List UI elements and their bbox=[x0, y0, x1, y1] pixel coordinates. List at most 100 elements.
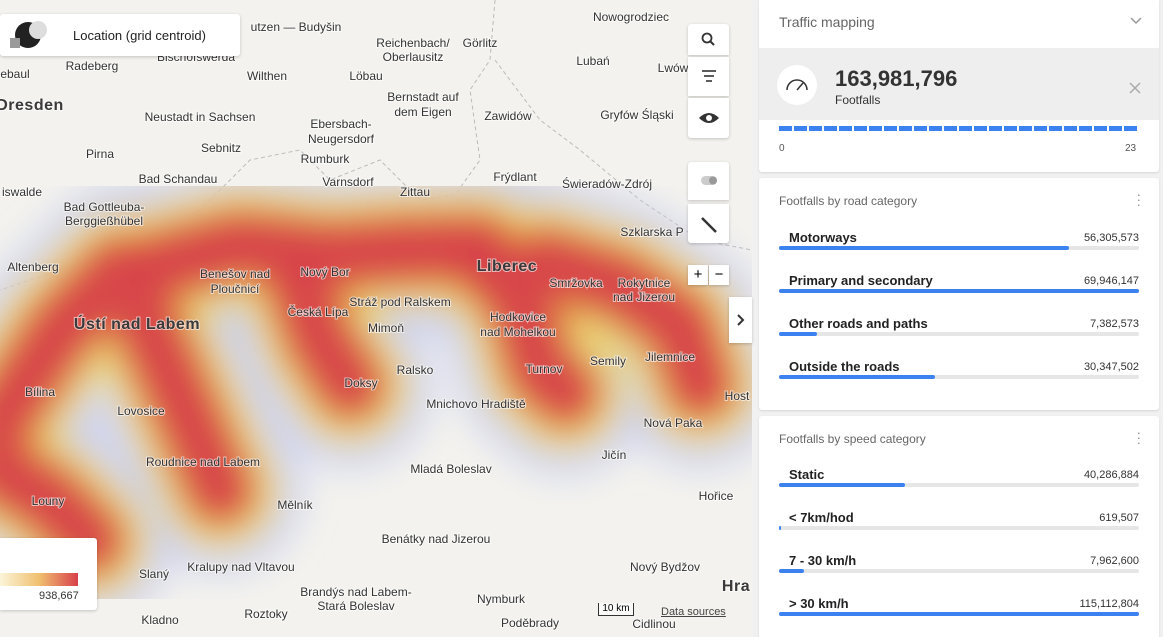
bar-track bbox=[779, 375, 1139, 379]
bar-track bbox=[779, 569, 1139, 573]
place-label: Neustadt in Sachsen bbox=[145, 110, 256, 124]
place-label: Česká Lípa bbox=[288, 304, 349, 319]
category-value: 115,112,804 bbox=[1079, 598, 1139, 610]
category-name: Primary and secondary bbox=[789, 273, 933, 288]
borders bbox=[0, 0, 752, 291]
filter-button[interactable] bbox=[688, 57, 729, 96]
category-value: 69,946,147 bbox=[1083, 275, 1139, 287]
category-name: Motorways bbox=[789, 230, 857, 245]
toggle-button[interactable] bbox=[688, 162, 729, 200]
place-label: Benátky nad Jizerou bbox=[382, 532, 491, 546]
place-label: Nová Paka bbox=[644, 416, 703, 430]
close-icon[interactable] bbox=[1129, 82, 1141, 94]
bar-track bbox=[779, 246, 1139, 250]
place-label: Reichenbach/ bbox=[376, 36, 450, 50]
place-label: Nový Bydžov bbox=[630, 560, 700, 574]
place-label: Ralsko bbox=[397, 363, 434, 377]
bar bbox=[779, 246, 1069, 250]
place-label: Slaný bbox=[139, 567, 169, 581]
ruler-button[interactable] bbox=[688, 204, 729, 243]
place-label: Oberlausitz bbox=[383, 50, 444, 64]
place-label: Lubań bbox=[576, 54, 609, 68]
collapse-button[interactable] bbox=[729, 297, 752, 343]
place-label: Neugersdorf bbox=[308, 132, 375, 146]
place-label: dem Eigen bbox=[394, 105, 451, 119]
road-category-card: Footfalls by road category · · · Motorways 56… bbox=[759, 178, 1159, 410]
expand-icon[interactable] bbox=[1129, 15, 1143, 27]
map-canvas: utzen — Budyšin Nowogrodziec ebaul Radeberg… bbox=[0, 0, 752, 632]
legend: 938,667 bbox=[0, 538, 97, 610]
scale-bar: 10 km bbox=[598, 603, 634, 616]
zoom-out[interactable]: − bbox=[709, 265, 729, 285]
bar bbox=[779, 332, 817, 336]
zoom-in[interactable]: + bbox=[688, 265, 708, 285]
place-label: Frýdlant bbox=[493, 170, 537, 184]
place-label: Świeradów-Zdrój bbox=[562, 176, 652, 191]
total-block: 163,981,796 Footfalls bbox=[759, 48, 1159, 120]
category-name: Other roads and paths bbox=[789, 316, 928, 331]
place-label: Zittau bbox=[400, 185, 430, 199]
place-label: Liberec bbox=[477, 258, 537, 275]
heatmap bbox=[0, 160, 752, 625]
location-card[interactable]: Location (grid centroid) bbox=[0, 14, 240, 56]
heat-band bbox=[130, 215, 510, 295]
place-label: Stará Boleslav bbox=[317, 599, 394, 613]
place-label: Altenberg bbox=[7, 260, 58, 274]
place-label: Lwów bbox=[658, 61, 689, 75]
place-label: nad Mohelkou bbox=[480, 325, 555, 339]
legend-max: 938,667 bbox=[39, 590, 79, 602]
place-label: Dresden bbox=[0, 97, 64, 114]
map[interactable]: utzen — Budyšin Nowogrodziec ebaul Radeberg… bbox=[0, 0, 752, 637]
place-label: Hodkovice bbox=[490, 310, 546, 324]
bar-track bbox=[779, 483, 1139, 487]
visibility-button[interactable] bbox=[688, 98, 729, 138]
place-label: Bílina bbox=[25, 385, 55, 399]
place-label: Zawidów bbox=[484, 109, 532, 123]
place-label: Mnichovo Hradiště bbox=[426, 397, 526, 411]
place-label: Gryfów Śląski bbox=[600, 107, 673, 122]
bar bbox=[779, 569, 804, 573]
category-name: Static bbox=[789, 467, 825, 482]
heat-band bbox=[455, 232, 595, 422]
place-label: Benešov nad bbox=[200, 267, 270, 281]
place-label: Hra bbox=[722, 578, 750, 595]
place-label: Bad Gottleuba- bbox=[64, 200, 145, 214]
attribution-link[interactable]: Data sources bbox=[661, 606, 726, 618]
place-label: Doksy bbox=[344, 376, 377, 390]
toggle-icon bbox=[701, 176, 717, 185]
hour-axis-end: 23 bbox=[1125, 143, 1137, 154]
place-label: Ploučnicí bbox=[211, 282, 260, 296]
place-label: Smržovka bbox=[549, 276, 603, 290]
place-label: Bad Schandau bbox=[139, 172, 218, 186]
place-label: Stráž pod Ralskem bbox=[349, 295, 450, 309]
bar-track bbox=[779, 289, 1139, 293]
place-label: Jičín bbox=[602, 448, 627, 462]
place-label: iswalde bbox=[2, 185, 42, 199]
place-label: Mělník bbox=[277, 498, 313, 512]
location-title: Location (grid centroid) bbox=[73, 28, 206, 43]
place-label: Lovosice bbox=[117, 404, 165, 418]
card-menu[interactable]: · · · bbox=[1136, 187, 1141, 212]
card-menu[interactable]: · · · bbox=[1136, 425, 1141, 450]
category-value: 56,305,573 bbox=[1083, 232, 1139, 244]
place-label: Jilemnice bbox=[645, 350, 695, 364]
place-label: Hořice bbox=[699, 489, 734, 503]
panel-title: Traffic mapping bbox=[779, 14, 875, 30]
place-label: Ebersbach- bbox=[310, 117, 371, 131]
category-value: 40,286,884 bbox=[1083, 469, 1139, 481]
eye-icon bbox=[699, 113, 719, 123]
summary-card: Traffic mapping 163,981,796 Footfalls 0 … bbox=[759, 0, 1159, 172]
place-label: Berggießhübel bbox=[65, 214, 143, 228]
category-name: > 30 km/h bbox=[789, 596, 849, 611]
location-icon bbox=[10, 21, 47, 48]
place-label: Turnov bbox=[526, 362, 563, 376]
place-label: Mimoň bbox=[368, 321, 404, 335]
category-value: 30,347,502 bbox=[1083, 361, 1139, 373]
place-label: Görlitz bbox=[463, 36, 498, 50]
card-title: Footfalls by speed category bbox=[779, 432, 926, 446]
bar bbox=[779, 526, 781, 530]
heat-band bbox=[515, 232, 730, 415]
search-button[interactable] bbox=[688, 24, 729, 55]
hour-axis-start: 0 bbox=[779, 143, 785, 154]
